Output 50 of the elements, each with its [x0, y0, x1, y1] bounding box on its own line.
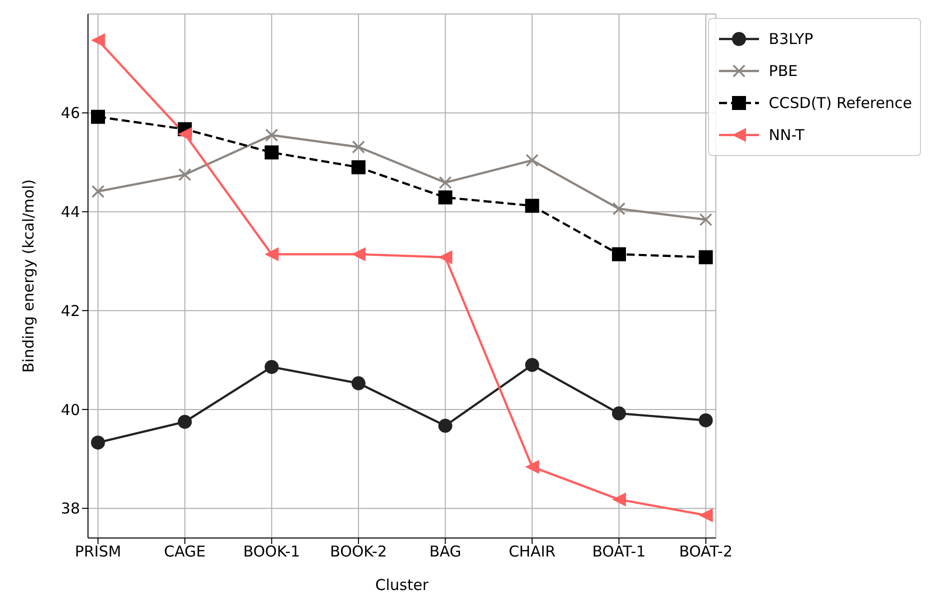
point: [265, 128, 278, 142]
legend-label: PBE: [768, 62, 798, 80]
point: [698, 413, 713, 428]
point: [91, 436, 105, 450]
legend-label: NN-T: [768, 126, 804, 144]
point: [92, 184, 104, 198]
point: [352, 140, 365, 154]
point: [264, 360, 279, 374]
point: [698, 250, 713, 264]
point: [351, 160, 366, 174]
point: [438, 418, 452, 433]
point: [526, 154, 539, 167]
x-tick-label: CAGE: [164, 542, 206, 561]
point: [438, 190, 452, 204]
point: [438, 250, 452, 264]
point: [91, 110, 105, 124]
x-tick-label: BOOK-1: [243, 542, 300, 561]
x-tick-label: BAG: [429, 542, 462, 561]
legend-label: CCSD(T) Reference: [768, 94, 912, 112]
point: [264, 247, 279, 262]
x-tick-label: BOAT-1: [592, 542, 646, 561]
point: [351, 376, 366, 390]
point: [612, 247, 626, 262]
point: [698, 508, 713, 522]
point: [525, 460, 540, 474]
point: [438, 176, 452, 190]
legend-label: B3LYP: [768, 30, 814, 48]
point: [178, 127, 192, 142]
point: [612, 406, 626, 420]
x-tick-label: CHAIR: [508, 542, 556, 561]
point: [178, 414, 192, 429]
point: [612, 202, 626, 216]
y-tick-label: 44: [60, 203, 80, 222]
y-tick-label: 40: [60, 400, 80, 419]
y-tick-label: 46: [60, 104, 80, 122]
x-tick-label: BOAT-2: [679, 542, 733, 561]
point: [91, 33, 105, 48]
point: [612, 492, 626, 506]
x-tick-label: PRISM: [74, 542, 122, 561]
point: [525, 198, 540, 213]
point: [264, 145, 279, 160]
point: [699, 213, 712, 226]
point: [351, 247, 366, 262]
x-tick-label: BOOK-2: [330, 542, 387, 561]
point: [178, 168, 192, 182]
y-tick-label: 38: [60, 500, 80, 518]
point: [525, 358, 540, 372]
y-tick-label: 42: [60, 302, 80, 320]
x-axis-title: Cluster: [375, 576, 430, 594]
y-axis-title: Binding energy (kcal/mol): [19, 179, 38, 373]
